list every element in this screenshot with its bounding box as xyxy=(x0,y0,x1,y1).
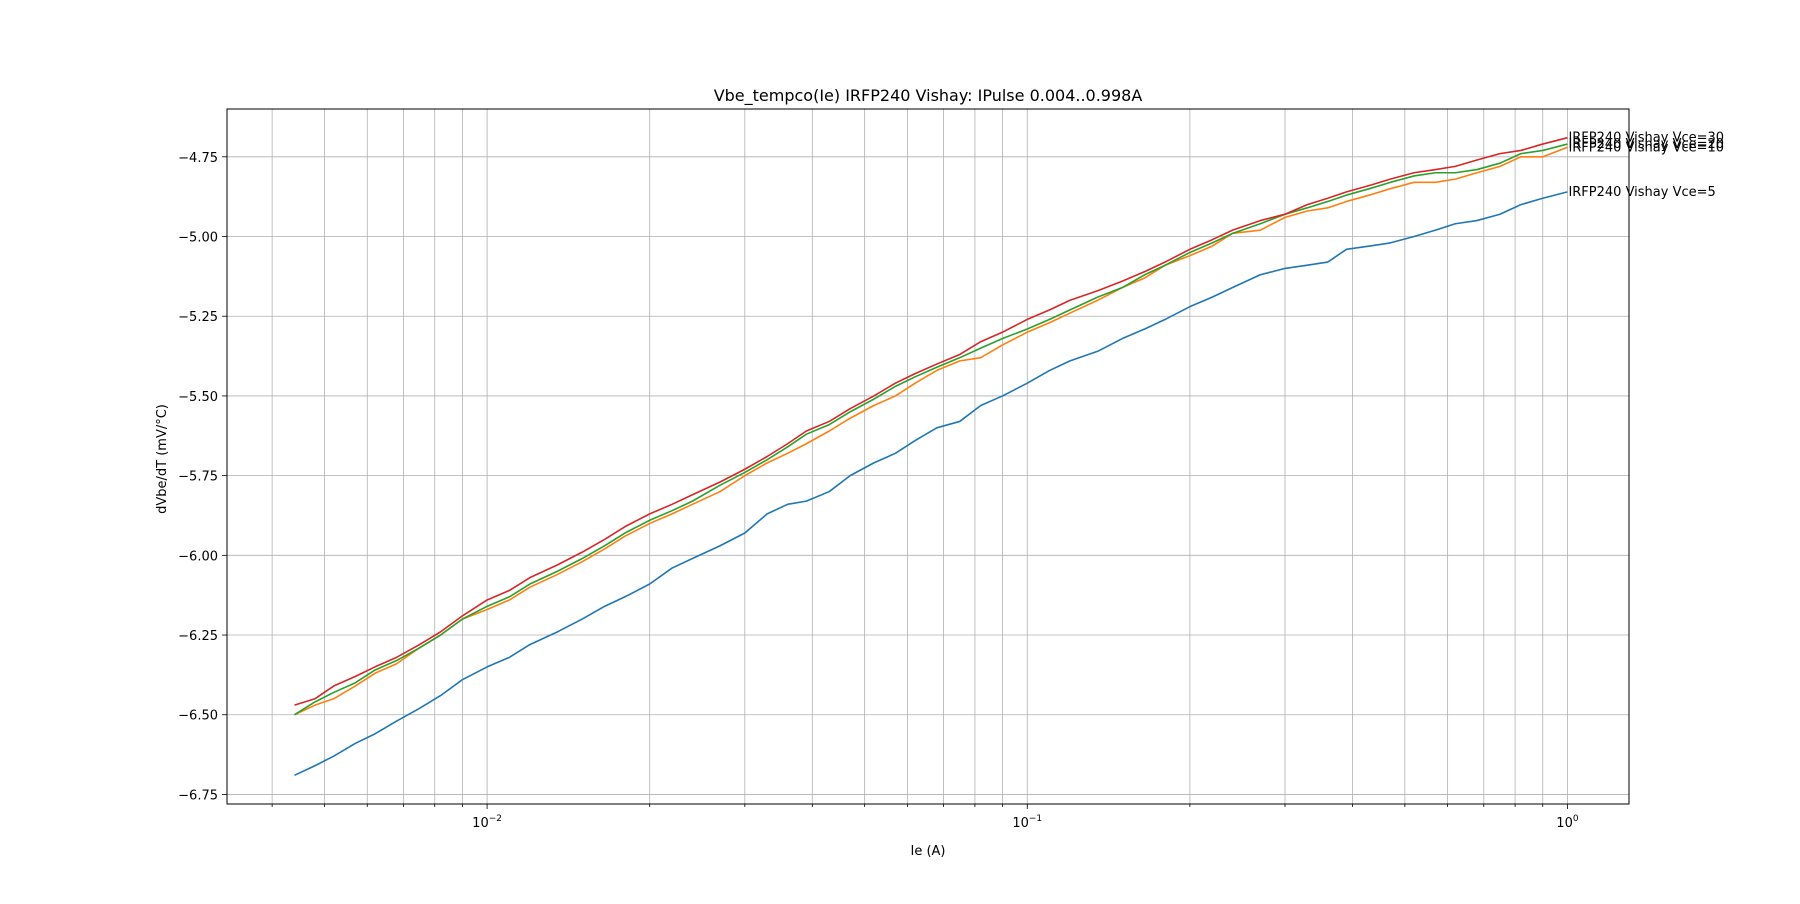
series-line-4 xyxy=(294,136,1568,706)
y-tick-label: −4.75 xyxy=(178,151,218,166)
y-tick-label: −6.00 xyxy=(178,549,218,564)
x-tick-label: 100 xyxy=(1556,814,1579,831)
x-tick-label: 10−2 xyxy=(472,814,502,831)
chart-title: Vbe_tempco(Ie) IRFP240 Vishay: IPulse 0.… xyxy=(714,86,1143,106)
y-tick-label: −5.75 xyxy=(178,470,218,485)
y-tick-label: −5.25 xyxy=(178,310,218,325)
plot-frame xyxy=(226,108,1630,805)
y-tick-label: −6.25 xyxy=(178,629,218,644)
grid xyxy=(227,109,1629,804)
x-tick-label: 10−1 xyxy=(1012,814,1042,831)
series-label-3: IRFP240 Vishay Vce=20 xyxy=(1568,137,1724,152)
series-label-1: IRFP240 Vishay Vce=5 xyxy=(1568,185,1715,200)
y-tick-label: −5.50 xyxy=(178,390,218,405)
series-label-2: IRFP240 Vishay Vce=10 xyxy=(1568,140,1724,155)
y-axis-label: dVbe/dT (mV/°C) xyxy=(155,404,170,514)
series-line-2 xyxy=(294,146,1568,716)
series-lines xyxy=(294,136,1568,777)
axis-ticks: −4.75 −5.00 −5.25 −5.50 −5.75 −6.00 −6.25 −6.50… xyxy=(178,151,1579,831)
y-tick-label: −6.75 xyxy=(178,788,218,803)
series-labels: IRFP240 Vishay Vce=5 IRFP240 Vishay Vce=1… xyxy=(1568,131,1724,200)
series-label-4: IRFP240 Vishay Vce=30 xyxy=(1568,131,1724,146)
y-tick-label: −6.50 xyxy=(178,709,218,724)
series-line-3 xyxy=(294,143,1568,716)
series-line-1 xyxy=(294,191,1568,777)
x-axis-label: Ie (A) xyxy=(910,844,945,859)
y-tick-label: −5.00 xyxy=(178,231,218,246)
